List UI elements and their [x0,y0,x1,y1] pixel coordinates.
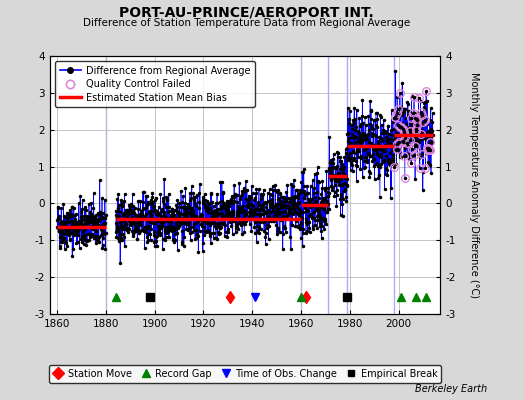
Y-axis label: Monthly Temperature Anomaly Difference (°C): Monthly Temperature Anomaly Difference (… [470,72,479,298]
Text: PORT-AU-PRINCE/AEROPORT INT.: PORT-AU-PRINCE/AEROPORT INT. [119,6,374,20]
Text: Berkeley Earth: Berkeley Earth [415,384,487,394]
Legend: Station Move, Record Gap, Time of Obs. Change, Empirical Break: Station Move, Record Gap, Time of Obs. C… [49,365,441,383]
Text: Difference of Station Temperature Data from Regional Average: Difference of Station Temperature Data f… [83,18,410,28]
